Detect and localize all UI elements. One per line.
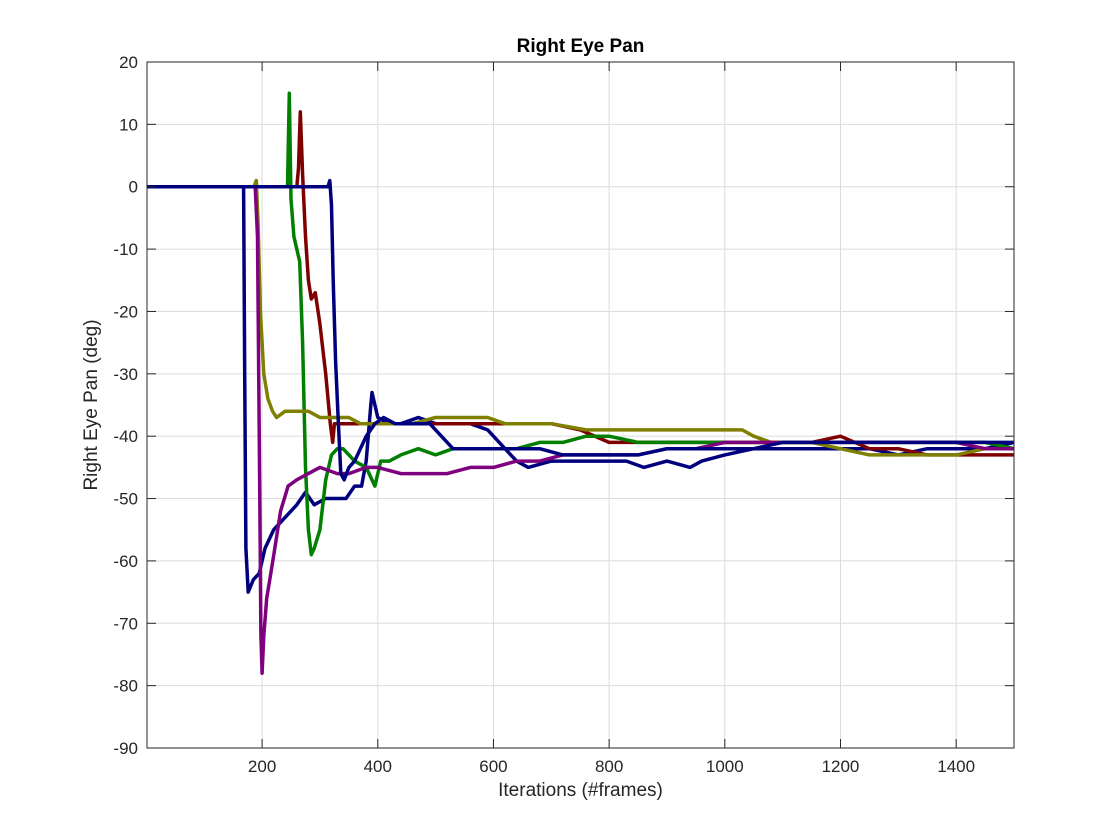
y-tick-label: -30 [113, 365, 138, 384]
y-tick-label: -10 [113, 240, 138, 259]
y-tick-label: -20 [113, 302, 138, 321]
x-tick-label: 1000 [706, 757, 744, 776]
y-axis: 20 10 0 -10 -20 -30 -40 -50 -60 -70 -80 -90 [113, 53, 1014, 758]
x-axis-label: Iterations (#frames) [498, 780, 663, 801]
y-tick-label: -40 [113, 427, 138, 446]
x-axis: 200 400 600 800 1000 1200 1400 [248, 62, 975, 776]
x-tick-label: 1400 [937, 757, 975, 776]
x-tick-label: 200 [248, 757, 276, 776]
y-tick-label: -90 [113, 739, 138, 758]
plot-area [147, 91, 1014, 675]
series-line-6 [147, 178, 1014, 482]
y-tick-label: -50 [113, 490, 138, 509]
x-tick-label: 600 [479, 757, 507, 776]
y-tick-label: -80 [113, 677, 138, 696]
axes-box [146, 61, 1015, 749]
y-tick-label: 10 [119, 115, 138, 134]
chart-title: Right Eye Pan [517, 36, 645, 57]
y-axis-label: Right Eye Pan (deg) [81, 319, 102, 490]
y-tick-label: -60 [113, 552, 138, 571]
y-tick-label: -70 [113, 614, 138, 633]
y-tick-label: 0 [129, 178, 138, 197]
y-tick-label: 20 [119, 53, 138, 72]
series-line-2 [147, 110, 1014, 457]
x-tick-label: 800 [595, 757, 623, 776]
series-layer [147, 91, 1014, 675]
x-tick-label: 1200 [822, 757, 860, 776]
x-tick-label: 400 [364, 757, 392, 776]
